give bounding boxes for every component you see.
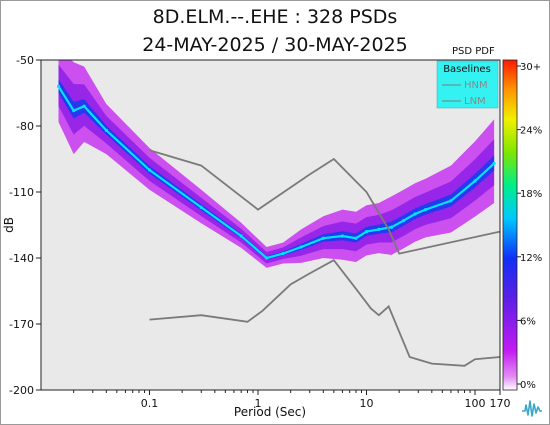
psd-mode-point — [56, 84, 61, 88]
colorbar — [502, 59, 518, 391]
y-axis-label: dB — [2, 217, 16, 233]
psd-mode-point — [321, 236, 325, 240]
legend-title: Baselines — [443, 64, 491, 75]
y-tick-label: -80 — [16, 120, 34, 133]
psd-mode-point — [402, 219, 406, 223]
x-axis-label: Period (Sec) — [234, 405, 306, 419]
chart-title: 8D.ELM.--.EHE : 328 PSDs — [152, 6, 398, 28]
psd-mode-point — [281, 252, 285, 256]
x-tick-label: 170 — [490, 397, 511, 410]
baselines — [149, 149, 500, 367]
y-tick-label: -200 — [9, 384, 34, 397]
y-tick-label: -50 — [16, 54, 34, 67]
baseline-lnm-line — [149, 259, 500, 367]
psd-mode-line — [57, 85, 495, 260]
psd-mode-point — [423, 208, 428, 212]
psd-mode-point — [340, 234, 345, 238]
psd-density — [56, 60, 496, 268]
x-axis: 0.1 1 10 100 170 — [73, 390, 511, 410]
legend-hnm-label: HNM — [464, 80, 488, 91]
x-tick-label: 0.1 — [141, 397, 159, 410]
chart-subtitle: 24-MAY-2025 / 30-MAY-2025 — [142, 34, 408, 56]
psd-mode-point — [147, 168, 152, 172]
psd-mode-point — [82, 104, 86, 108]
colorbar-tick-label: 6% — [520, 316, 536, 327]
psd-mode-point — [364, 230, 369, 234]
y-tick-label: -170 — [9, 318, 34, 331]
y-axis: -50 -80 -110 -140 -170 -200 — [9, 54, 41, 397]
colorbar-tick-label: 0% — [520, 380, 536, 391]
legend: Baselines HNM LNM — [436, 60, 499, 109]
y-tick-label: -110 — [9, 186, 34, 199]
psd-mode-point — [299, 245, 303, 249]
colorbar-ticks: 30+ 24% 18% 12% 6% 0% — [517, 62, 542, 391]
x-tick-label: 1 — [254, 397, 261, 410]
psd-mode-point — [264, 256, 269, 260]
psd-mode-point — [492, 161, 496, 165]
colorbar-tick-label: 12% — [520, 253, 542, 264]
psd-mode-point — [389, 225, 394, 229]
colorbar-tick-label: 30+ — [520, 62, 541, 73]
psd-mode-point — [473, 179, 477, 183]
psd-mode-point — [72, 109, 76, 113]
psd-mode-point — [104, 128, 108, 132]
legend-lnm-label: LNM — [464, 96, 486, 107]
y-tick-label: -140 — [9, 252, 34, 265]
psd-band-core — [58, 79, 495, 260]
x-tick-label: 10 — [359, 397, 373, 410]
psd-mode-point — [239, 234, 243, 238]
baseline-hnm-line — [149, 149, 500, 255]
colorbar-tick-label: 24% — [520, 126, 542, 137]
seismograph-logo-icon — [520, 397, 544, 419]
colorbar-tick-label: 18% — [520, 189, 542, 200]
psd-mode-point — [449, 199, 453, 203]
plot-border — [40, 59, 501, 391]
psd-mode-point — [377, 227, 381, 231]
x-tick-label: 100 — [464, 397, 485, 410]
psd-mode-point — [354, 236, 358, 240]
psd-mode-point — [413, 212, 417, 216]
psd-mode-point — [199, 205, 203, 209]
psd-band-inner — [58, 64, 495, 264]
colorbar-title: PSD PDF — [452, 46, 495, 57]
